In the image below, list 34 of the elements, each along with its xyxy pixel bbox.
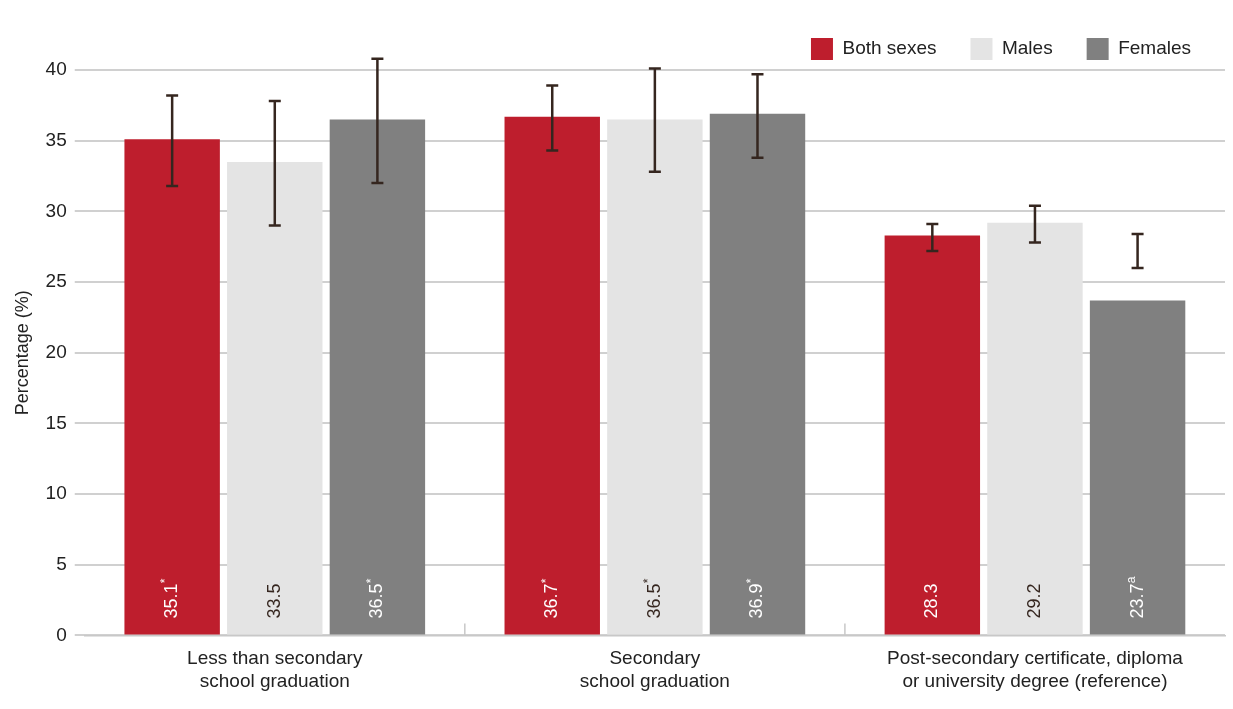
- bar: [124, 139, 220, 635]
- legend-label: Females: [1118, 37, 1191, 59]
- y-tick-label: 0: [56, 623, 67, 645]
- y-tick-label: 35: [45, 128, 67, 150]
- data-label: 36.9*: [743, 578, 767, 619]
- bar: [227, 161, 323, 635]
- y-tick-label: 5: [56, 552, 67, 574]
- data-label: 35.1*: [158, 578, 182, 619]
- x-tick-label: Less than secondary school graduation: [187, 647, 363, 691]
- bar: [987, 222, 1083, 635]
- bar: [504, 116, 600, 635]
- y-tick-label: 20: [45, 340, 67, 362]
- bar: [329, 119, 426, 635]
- legend-label: Males: [1001, 37, 1053, 59]
- bar: [884, 235, 981, 635]
- y-tick-label: 15: [45, 411, 67, 433]
- bar: [1089, 300, 1186, 635]
- data-label: 23.7a: [1123, 576, 1147, 619]
- legend-label: Both sexes: [842, 37, 937, 59]
- y-tick-label: 10: [45, 482, 67, 504]
- y-tick-label: 30: [45, 199, 67, 221]
- y-tick-label: 40: [45, 58, 67, 80]
- y-tick-label: 25: [45, 270, 67, 292]
- data-label: 36.5*: [363, 578, 387, 619]
- x-tick-label: Post-secondary certificate, diploma or university degree (reference): [887, 647, 1184, 691]
- y-axis-title: Percentage (%): [11, 290, 32, 416]
- data-label: 29.2: [1023, 583, 1044, 619]
- data-label: 36.5*: [641, 578, 664, 619]
- bar: [607, 119, 703, 635]
- x-tick-label: Secondary school graduation: [579, 647, 730, 691]
- data-label: 33.5: [263, 583, 284, 619]
- bar: [709, 113, 806, 635]
- data-label: 36.7*: [538, 578, 562, 619]
- data-label: 28.3: [921, 583, 942, 619]
